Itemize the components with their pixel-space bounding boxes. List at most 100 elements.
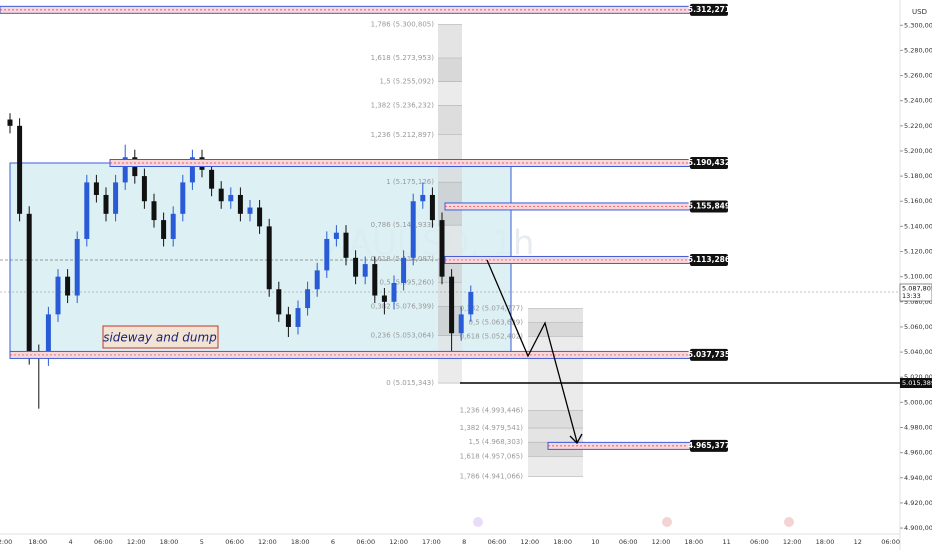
x-tick-label: 18:00 <box>160 538 179 546</box>
candle-body <box>429 194 435 221</box>
x-tick-label: 5 <box>200 538 204 546</box>
line-level-label: 5.015,389 <box>902 379 932 387</box>
candle-body <box>55 276 61 315</box>
y-tick-label: 4.940,000 <box>904 474 932 482</box>
level-label: 4.965,377 <box>688 441 730 450</box>
y-tick-label: 5.240,000 <box>904 97 932 105</box>
y-tick-label: 5.060,000 <box>904 323 932 331</box>
fib-label: 0,382 (5.076,399) <box>371 302 435 310</box>
fib-label: 0 (5.015,343) <box>386 379 434 387</box>
candle-body <box>141 176 147 202</box>
countdown: 13:33 <box>902 292 921 300</box>
x-tick-label: 06:00 <box>225 538 244 546</box>
candle-body <box>74 238 80 296</box>
y-tick-label: 4.960,000 <box>904 449 932 457</box>
x-tick-label: 10 <box>591 538 599 546</box>
y-tick-label: 5.040,000 <box>904 348 932 356</box>
y-tick-label: 5.280,000 <box>904 46 932 54</box>
fib-label: 0,786 (5.140,933) <box>371 221 435 229</box>
candle-body <box>410 201 416 258</box>
fib-label: 1,236 (4.993,446) <box>460 407 524 415</box>
x-tick-label: 11 <box>722 538 730 546</box>
y-tick-label: 5.000,000 <box>904 398 932 406</box>
candle-body <box>45 314 51 359</box>
last-price-label: 5.087,805 <box>902 284 932 292</box>
candle-body <box>65 276 71 296</box>
candle-body <box>343 232 349 258</box>
fib-band <box>528 410 583 429</box>
currency: USD <box>912 8 927 16</box>
candle-body <box>353 257 359 277</box>
candle-body <box>420 194 426 202</box>
candle-body <box>439 220 445 277</box>
x-tick-label: 12:00 <box>258 538 277 546</box>
y-tick-label: 5.160,000 <box>904 197 932 205</box>
y-tick-label: 4.900,000 <box>904 524 932 532</box>
candle-body <box>333 232 339 239</box>
level-tag <box>690 439 728 452</box>
candle-body <box>218 188 224 202</box>
x-tick-label: 8 <box>462 538 466 546</box>
y-tick-label: 5.020,000 <box>904 373 932 381</box>
candle-body <box>237 194 243 214</box>
y-tick-label: 5.200,000 <box>904 147 932 155</box>
fib-band <box>528 428 583 443</box>
y-tick-label: 5.080,000 <box>904 298 932 306</box>
level-label: 5.037,735 <box>688 350 730 359</box>
x-tick-label: 4 <box>69 538 73 546</box>
x-tick-label: 06:00 <box>881 538 900 546</box>
event-icon <box>473 517 483 527</box>
fib-label: 0,5 (5.063,639) <box>469 318 524 326</box>
level-tag <box>690 348 728 361</box>
x-tick-label: 18:00 <box>553 538 572 546</box>
x-tick-label: 12:00 <box>127 538 146 546</box>
candle-body <box>372 264 378 296</box>
annotation: sideway and dump <box>103 331 217 345</box>
level-tag <box>690 156 728 169</box>
fib-label: 1,618 (4.957,065) <box>460 452 524 460</box>
candle-body <box>247 207 253 214</box>
fib-label: 1,786 (5.300,805) <box>371 20 435 28</box>
candle-body <box>449 276 455 334</box>
level-tag <box>690 253 728 266</box>
candle-body <box>93 182 99 195</box>
candle-body <box>189 157 195 183</box>
fib-band <box>438 105 462 135</box>
y-tick-label: 5.140,000 <box>904 222 932 230</box>
y-tick-label: 4.920,000 <box>904 499 932 507</box>
fib-label: 1,786 (4.941,066) <box>460 472 524 480</box>
fib-label: 1,5 (5.255,092) <box>380 78 435 86</box>
candle-body <box>285 314 291 327</box>
x-tick-label: 18:00 <box>28 538 47 546</box>
candle-body <box>362 264 368 277</box>
range-box <box>9 162 512 356</box>
candle-body <box>314 270 320 290</box>
fib-band <box>438 134 462 183</box>
candle-body <box>401 257 407 283</box>
y-tick-label: 5.300,000 <box>904 21 932 29</box>
level-label: 5.155,849 <box>688 201 730 210</box>
event-icon <box>784 517 794 527</box>
x-tick-label: 06:00 <box>619 538 638 546</box>
candle-body <box>324 238 330 271</box>
fib-label: 0,382 (5.074,777) <box>460 304 524 312</box>
fib-band <box>438 81 462 106</box>
x-tick-label: 18:00 <box>291 538 310 546</box>
candle-body <box>122 157 128 183</box>
candle-body <box>381 295 387 302</box>
axis-tag <box>900 378 932 389</box>
candle-body <box>161 220 167 239</box>
event-icon <box>662 517 672 527</box>
y-tick-label: 4.980,000 <box>904 424 932 432</box>
fib-label: 1,5 (4.968,303) <box>469 438 524 446</box>
level-label: 5.113,286 <box>688 255 730 264</box>
candle-body <box>151 201 157 221</box>
candle-body <box>257 207 263 227</box>
x-tick-label: 18:00 <box>816 538 835 546</box>
candle-body <box>209 169 215 189</box>
x-tick-label: 06:00 <box>94 538 113 546</box>
x-tick-label: 17:00 <box>422 538 441 546</box>
candle-body <box>391 282 397 302</box>
arrow-head <box>569 433 583 445</box>
